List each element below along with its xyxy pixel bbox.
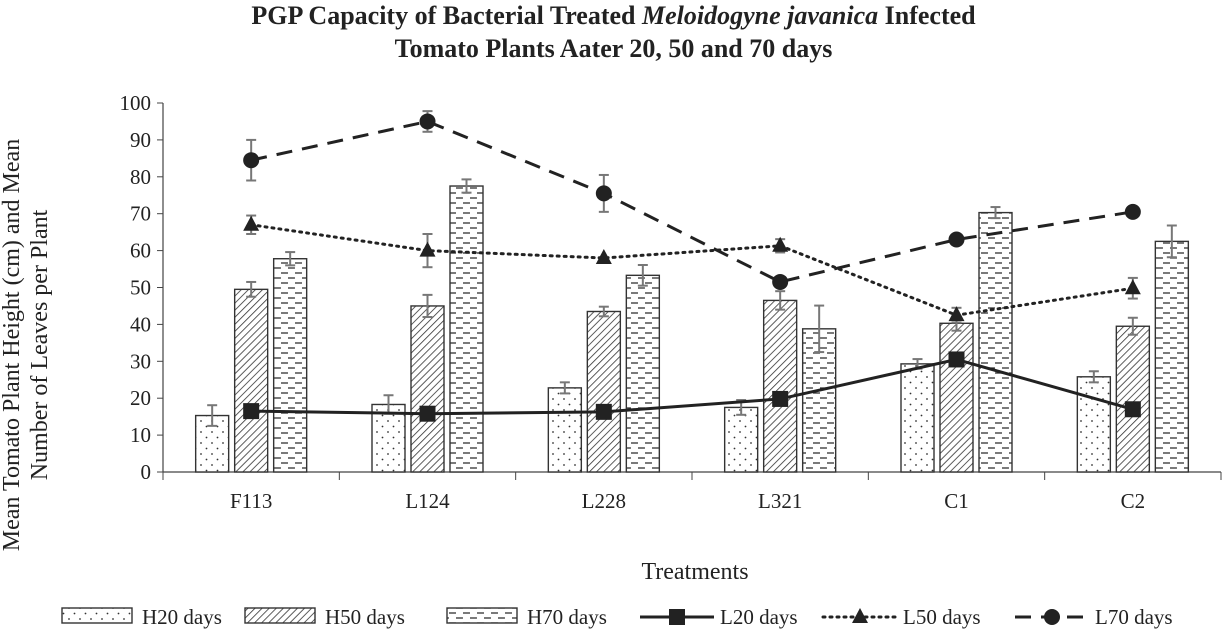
point-l50-days [595, 248, 612, 264]
point-l70-days [1124, 203, 1141, 220]
bar-h50-days [410, 305, 445, 473]
legend-swatch [244, 607, 316, 624]
y-tick-label: 30 [130, 349, 151, 373]
point-l50-days [243, 215, 260, 231]
point-l70-days [948, 231, 965, 248]
point-l50-days [419, 241, 436, 257]
bar-h50-days [586, 310, 622, 473]
line-l50-days [249, 223, 1135, 317]
x-tick-label: L124 [405, 489, 450, 513]
y-axis-label: Mean Tomato Plant Height (cm) and Mean N… [0, 85, 54, 605]
point-l70-days [243, 152, 260, 169]
y-tick-label: 0 [141, 460, 152, 484]
bar-h20-days [1076, 376, 1112, 473]
y-tick-label: 10 [130, 423, 151, 447]
x-tick-label: L228 [582, 489, 626, 513]
point-l70-days [772, 273, 789, 290]
legend-swatch [446, 607, 518, 624]
point-l50-days [948, 306, 965, 322]
x-tick-label: C2 [1121, 489, 1146, 513]
y-axis-label-line1: Mean Tomato Plant Height (cm) and Mean [0, 138, 25, 552]
bar-h20-days [723, 406, 759, 473]
point-l20-days [243, 403, 260, 420]
legend-marker [852, 608, 868, 623]
y-tick-label: 50 [130, 276, 151, 300]
bar-h70-days [978, 211, 1013, 473]
legend-marker [669, 609, 685, 625]
y-axis-label-line2: Number of Leaves per Plant [27, 209, 53, 481]
point-l50-days [772, 236, 789, 252]
x-axis-label: Treatments [641, 559, 749, 585]
bar-h70-days [1154, 240, 1190, 473]
y-tick-label: 80 [130, 165, 151, 189]
chart-title-line1: PGP Capacity of Bacterial Treated Meloid… [0, 0, 1227, 32]
legend-label: L20 days [720, 605, 798, 629]
point-l20-days [772, 390, 789, 407]
y-tick-label: 40 [130, 312, 151, 336]
legend-label: L70 days [1095, 605, 1173, 629]
bar-h50-days [1115, 325, 1151, 473]
x-tick-label: L321 [758, 489, 802, 513]
point-l20-days [1124, 401, 1141, 418]
legend-label: H50 days [325, 605, 405, 629]
bar-h20-days [547, 387, 583, 473]
plot-area: 0 10 20 30 40 50 60 70 80 90 100 F113 L124 L228 L321 C1… [120, 91, 1222, 513]
point-l50-days [1124, 279, 1141, 295]
bar-h20-days [900, 363, 935, 473]
legend-label: H20 days [142, 605, 222, 629]
bar-h20-days [371, 403, 406, 473]
point-l70-days [595, 185, 612, 202]
point-l70-days [419, 113, 436, 130]
legend-marker [1044, 609, 1060, 625]
point-l20-days [419, 405, 436, 422]
bar-h70-days [449, 185, 484, 473]
point-l20-days [595, 403, 612, 420]
bar-h50-days [762, 299, 798, 473]
y-tick-label: 60 [130, 239, 151, 263]
legend-label: H70 days [527, 605, 607, 629]
chart-title-line2: Tomato Plants Aater 20, 50 and 70 days [394, 34, 833, 63]
y-tick-label: 100 [120, 91, 152, 115]
line-l70-days [250, 119, 1134, 284]
chart-title-post: Infected [878, 1, 976, 30]
line-l20-days [251, 357, 1134, 416]
legend-swatch [61, 607, 133, 624]
legend-label: L50 days [903, 605, 981, 629]
bar-h50-days [233, 288, 269, 473]
bar-h70-days [272, 258, 308, 473]
point-l20-days [948, 351, 965, 368]
legend: H20 days H50 days H70 days L20 days L50 days… [61, 605, 1173, 629]
x-tick-label: C1 [944, 489, 969, 513]
bar-h50-days [939, 322, 974, 473]
y-tick-label: 90 [130, 128, 151, 152]
chart-title-italic: Meloidogyne javanica [642, 1, 879, 30]
bar-h70-days [625, 274, 661, 473]
x-tick-label: F113 [230, 489, 272, 513]
y-tick-label: 20 [130, 386, 151, 410]
chart-title-pre: PGP Capacity of Bacterial Treated [251, 1, 643, 30]
y-tick-label: 70 [130, 202, 151, 226]
